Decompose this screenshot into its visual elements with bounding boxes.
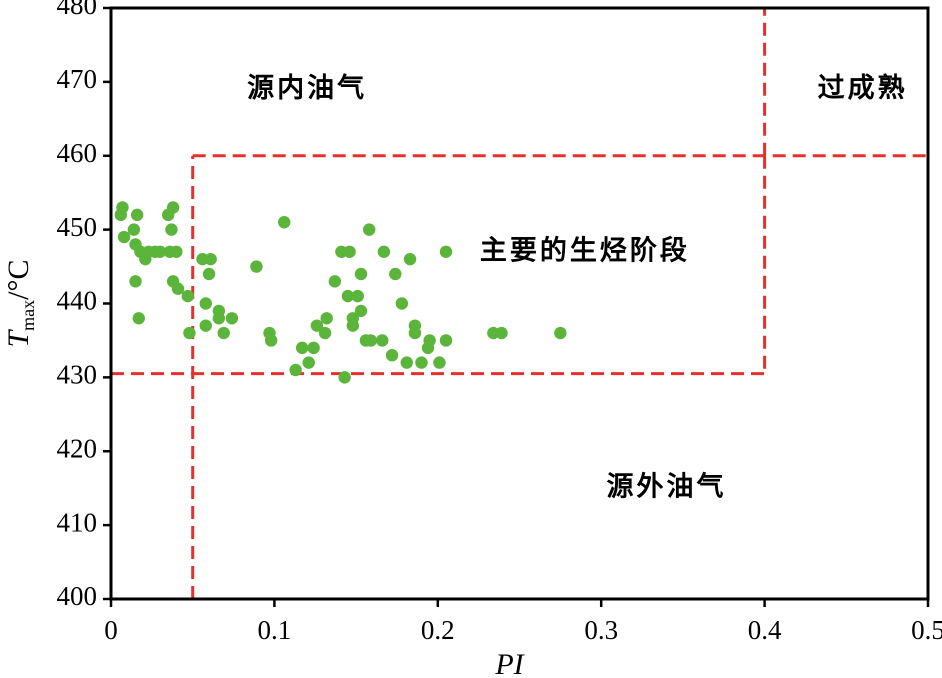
x-tick-label: 0.5: [911, 615, 942, 645]
data-point: [202, 267, 216, 281]
y-axis-label-unit: /°C: [2, 259, 35, 299]
data-point: [400, 356, 413, 369]
data-point: [250, 260, 263, 273]
data-point: [127, 223, 141, 236]
data-point: [389, 267, 402, 281]
data-point: [364, 334, 378, 347]
data-point: [132, 312, 145, 325]
region-label-3: 源外油气: [607, 472, 727, 503]
data-point: [362, 223, 376, 236]
data-point: [204, 252, 217, 266]
data-point: [403, 252, 417, 266]
data-point: [439, 245, 453, 258]
data-point: [212, 312, 226, 325]
data-point: [181, 289, 194, 303]
data-point: [318, 326, 332, 340]
data-point: [351, 289, 364, 303]
data-point: [395, 297, 409, 310]
x-axis-label: PI: [494, 648, 525, 678]
data-point: [295, 341, 309, 355]
data-point: [217, 326, 230, 340]
data-point: [307, 341, 320, 355]
data-point: [439, 334, 453, 347]
data-point: [278, 216, 291, 229]
data-point: [495, 326, 508, 340]
scatter-points: [114, 201, 567, 384]
y-tick-label: 430: [57, 360, 98, 390]
y-tick-label: 450: [57, 212, 98, 242]
data-point: [302, 356, 315, 369]
y-axis-label-sub: max: [18, 300, 38, 331]
y-tick-label: 410: [57, 507, 98, 537]
data-point: [415, 356, 428, 369]
y-tick-label: 420: [57, 433, 98, 463]
data-point: [343, 245, 356, 258]
data-point: [170, 245, 183, 258]
x-tick-label: 0.4: [748, 615, 782, 645]
data-point: [385, 349, 399, 362]
data-point: [320, 312, 333, 325]
y-tick-label: 440: [57, 286, 98, 316]
region-label-2: 主要的生烃阶段: [480, 234, 690, 266]
region-label-0: 源内油气: [247, 73, 367, 104]
data-point: [129, 238, 142, 251]
data-point: [289, 363, 302, 377]
data-point: [377, 245, 391, 258]
y-tick-label: 470: [57, 64, 98, 94]
y-axis-label: Tmax/°C: [2, 259, 38, 347]
data-point: [130, 208, 144, 222]
data-point: [433, 356, 446, 369]
data-point: [346, 319, 360, 332]
data-point: [117, 230, 131, 244]
data-point: [341, 289, 355, 303]
data-point: [354, 304, 368, 318]
y-tick-label: 480: [57, 0, 98, 20]
data-point: [153, 245, 167, 258]
data-point: [338, 371, 351, 384]
data-point: [264, 334, 278, 347]
data-point: [354, 267, 368, 281]
x-tick-label: 0: [104, 615, 118, 645]
x-tick-label: 0.1: [258, 615, 292, 645]
data-point: [171, 282, 185, 295]
data-point: [183, 326, 196, 340]
boundary-lines: [111, 8, 928, 599]
y-axis-label-main: T: [2, 329, 35, 348]
data-point: [328, 275, 342, 288]
data-point: [165, 223, 178, 236]
data-point: [199, 297, 212, 310]
data-point: [554, 326, 567, 340]
data-point: [376, 334, 389, 347]
data-point: [199, 319, 212, 332]
data-point: [310, 319, 324, 332]
data-point: [225, 312, 239, 325]
y-tick-label: 400: [57, 581, 98, 611]
plot-frame: [109, 6, 930, 601]
data-point: [116, 201, 129, 214]
data-point: [408, 326, 422, 340]
x-tick-label: 0.3: [584, 615, 618, 645]
data-point: [161, 208, 175, 222]
data-point: [423, 334, 436, 347]
data-point: [129, 275, 142, 288]
region-label-1: 过成熟: [818, 72, 908, 104]
x-tick-label: 0.2: [421, 615, 455, 645]
y-tick-label: 460: [57, 138, 98, 168]
